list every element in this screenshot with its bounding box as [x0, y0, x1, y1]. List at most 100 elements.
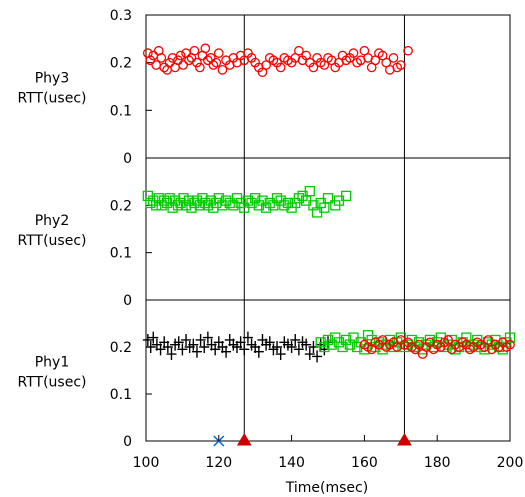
data-point-circle: [175, 50, 186, 61]
data-point-square: [213, 193, 224, 204]
data-point-circle: [178, 60, 188, 70]
data-point-circle: [195, 62, 205, 73]
y-tick-label: 0: [123, 151, 132, 167]
panel-3: 0 0.1 0.2 Phy1 RTT(usec): [18, 330, 516, 450]
data-point-circle: [159, 62, 170, 73]
y-tick-label: 0: [123, 434, 132, 450]
data-point-plus: [239, 343, 250, 356]
y-axis-title-line: Phy3: [35, 71, 70, 87]
data-point-square: [205, 195, 216, 206]
data-point-circle: [443, 335, 453, 345]
data-point-plus: [253, 345, 264, 358]
y-axis-title-line: RTT(usec): [18, 91, 87, 107]
data-point-plus: [242, 331, 253, 344]
data-point-plus: [293, 343, 304, 356]
data-point-plus: [191, 345, 202, 358]
data-point-plus: [304, 348, 315, 361]
data-point-circle: [348, 48, 359, 58]
data-point-plus: [221, 345, 232, 358]
chart-panels: 0 0.1 0.2 0.3 Phy3 RTT(usec) 0 0.1 0.2 Phy2 RTT(us…: [18, 8, 516, 450]
data-point-circle: [192, 57, 202, 68]
data-point-square: [228, 200, 239, 211]
data-point-triangle: [397, 433, 412, 446]
data-point-circle: [208, 60, 219, 70]
y-tick-label: 0: [123, 293, 132, 309]
data-point-circle: [145, 55, 156, 66]
data-point-square: [344, 339, 355, 350]
series-plus: [142, 331, 333, 363]
data-point-circle: [403, 45, 413, 56]
data-point-square: [178, 193, 189, 204]
data-point-plus: [173, 336, 184, 349]
data-point-square: [308, 200, 319, 211]
data-point-plus: [195, 333, 206, 346]
x-tick-label: 160: [351, 455, 378, 471]
vertical-gridlines: [243, 15, 405, 441]
x-tick-label: 180: [424, 455, 451, 471]
data-point-plus: [210, 343, 221, 356]
data-point-plus: [145, 341, 156, 353]
data-point-circle: [184, 55, 194, 66]
data-point-square: [271, 193, 283, 204]
data-point-circle: [189, 45, 200, 56]
y-axis-title-line: RTT(usec): [18, 233, 87, 249]
data-point-plus: [290, 333, 301, 346]
x-tick-label: 120: [205, 455, 232, 471]
data-point-circle: [217, 64, 228, 75]
data-point-square: [159, 195, 170, 206]
data-point-circle: [483, 335, 494, 345]
data-point-plus: [142, 333, 153, 346]
x-tick-label: 100: [133, 455, 160, 471]
data-point-plus: [235, 336, 246, 349]
panel-2: 0 0.1 0.2 Phy2 RTT(usec): [18, 185, 352, 309]
data-point-plus: [148, 331, 159, 344]
data-point-circle: [213, 48, 224, 58]
y-axis-title-line: Phy1: [35, 355, 70, 371]
series-square: [142, 185, 352, 218]
y-tick-label: 0.3: [110, 8, 132, 24]
panel-1: 0 0.1 0.2 0.3 Phy3 RTT(usec): [18, 8, 413, 167]
data-point-circle: [275, 62, 286, 73]
data-point-triangle: [236, 433, 252, 446]
data-point-square: [250, 193, 261, 204]
data-point-circle: [200, 43, 211, 54]
data-point-square: [194, 200, 206, 211]
x-axis-title: Time(msec): [285, 480, 368, 496]
y-tick-label: 0.1: [110, 246, 132, 262]
data-point-square: [304, 185, 315, 197]
data-point-square: [337, 341, 348, 353]
x-axis: 100 120 140 160 180 200: [133, 435, 523, 471]
data-point-circle: [308, 62, 319, 73]
plot-border: [145, 14, 511, 442]
data-point-circle: [294, 45, 304, 56]
data-point-circle: [395, 60, 406, 70]
data-point-plus: [202, 331, 213, 344]
data-point-square: [257, 195, 268, 206]
x-tick-label: 140: [278, 455, 305, 471]
data-point-square: [319, 341, 330, 353]
data-point-square: [279, 200, 290, 211]
data-point-plus: [286, 341, 297, 353]
y-tick-label: 0.1: [110, 103, 132, 119]
data-point-plus: [155, 343, 166, 356]
data-point-square: [183, 195, 195, 206]
series-circle: [142, 43, 413, 78]
data-point-square: [293, 193, 305, 204]
y-tick-label: 0.2: [110, 56, 132, 72]
data-point-plus: [264, 336, 275, 349]
data-point-circle: [388, 53, 399, 63]
data-point-plus: [301, 338, 312, 351]
plot-frame: [145, 14, 511, 442]
y-tick-label: 0.2: [110, 198, 132, 214]
data-point-square: [172, 200, 184, 211]
data-point-square: [242, 195, 254, 206]
data-point-square: [341, 190, 352, 202]
series-circle: [359, 335, 515, 359]
data-point-plus: [188, 338, 199, 351]
data-point-plus: [181, 333, 192, 346]
data-point-plus: [177, 343, 188, 356]
data-point-plus: [275, 348, 286, 361]
data-point-plus: [199, 341, 210, 353]
data-point-square: [326, 339, 337, 350]
